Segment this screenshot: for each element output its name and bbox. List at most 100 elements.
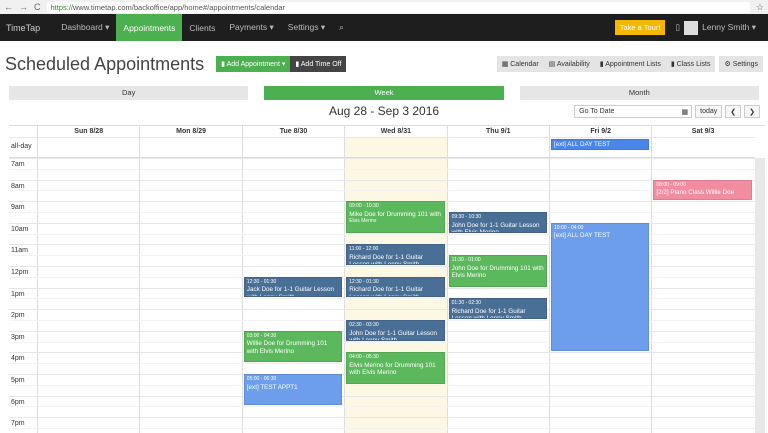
event-time: 11:30 - 01:00	[451, 257, 481, 264]
view-tab[interactable]: ▮ Appointment Lists	[594, 56, 666, 72]
half-hour-line	[9, 233, 755, 235]
nav-item[interactable]: Appointments	[116, 14, 183, 41]
calendar-event[interactable]: 02:30 - 03:30 John Doe for 1-1 Guitar Les…	[346, 320, 445, 341]
event-time: 10:00 - 04:00	[554, 224, 584, 231]
view-tab[interactable]: ▦ Calendar	[496, 56, 544, 72]
event-title: John Doe for Drumming 101 with Elvis Mer…	[451, 264, 544, 280]
calendar-event[interactable]: 10:00 - 04:00 [ext] ALL DAY TEST	[551, 222, 650, 352]
back-icon[interactable]: ←	[4, 2, 13, 12]
forward-icon[interactable]: →	[19, 2, 28, 12]
view-day[interactable]: Day	[9, 86, 249, 100]
nav-item[interactable]: Payments ▾	[229, 22, 274, 32]
event-time: 04:00 - 05:30	[349, 354, 379, 361]
prev-button[interactable]: ❮	[725, 105, 742, 118]
browser-bar: ← → C https://www.timetap.com/backoffice/a…	[0, 0, 768, 14]
calendar-event[interactable]: 11:30 - 01:00 John Doe for Drumming 101 w…	[448, 255, 547, 287]
divider	[9, 137, 755, 138]
top-nav: TimeTap Dashboard ▾ Appointments Clients Pa…	[0, 14, 768, 41]
hour-line	[9, 158, 755, 159]
day-column[interactable]	[549, 137, 651, 433]
hour-label: 10am	[11, 225, 29, 233]
day-column[interactable]	[139, 137, 241, 433]
nav-item[interactable]: Clients	[189, 22, 216, 33]
hour-label: 7am	[11, 161, 25, 168]
day-header: Tue 8/30	[241, 126, 344, 137]
day-header: Thu 9/1	[446, 126, 549, 137]
day-column[interactable]	[651, 137, 753, 433]
event-time: 02:30 - 03:30	[349, 322, 379, 328]
event-time: 05:00 - 06:30	[246, 376, 277, 382]
event-title: [2/2] Piano Class Willie Doe	[656, 189, 735, 197]
day-header: Wed 8/31	[344, 126, 446, 137]
day-column[interactable]	[241, 137, 344, 433]
event-title: Elvis Merino for Drumming 101 with Elvis…	[349, 361, 436, 377]
event-time: 12:30 - 01:30	[246, 278, 277, 285]
view-month[interactable]: Month	[519, 86, 759, 100]
day-header: Sun 8/28	[37, 126, 139, 137]
star-icon[interactable]: ☆	[755, 1, 764, 12]
hour-line	[9, 417, 755, 419]
event-title: [ext] ALL DAY TEST	[554, 141, 611, 148]
day-header: Mon 8/29	[139, 126, 241, 137]
add-appointment-button[interactable]: ▮ Add Appointment ▾	[216, 56, 291, 72]
take-tour-button[interactable]: Take a Tour!	[614, 20, 666, 35]
calendar-event[interactable]: 11:00 - 12:00 Richard Doe for 1-1 Guitar …	[346, 244, 445, 265]
hour-line	[9, 309, 755, 311]
add-time-off-button[interactable]: ▮ Add Time Off	[290, 56, 347, 72]
scrollbar[interactable]	[755, 158, 765, 433]
event-title: John Doe for 1-1 Guitar Lesson with Lenn…	[349, 329, 438, 341]
half-hour-line	[9, 341, 755, 343]
event-time: 08:00 - 09:00	[656, 181, 686, 188]
half-hour-line	[9, 406, 755, 408]
calendar-event[interactable]: 04:00 - 05:30 Elvis Merino for Drumming 1…	[346, 352, 445, 384]
calendar-event[interactable]: 12:30 - 01:30 Richard Doe for 1-1 Guitar …	[346, 276, 445, 298]
event-title: Richard Doe for 1-1 Guitar Lesson with L…	[349, 253, 424, 265]
allday-label: all-day	[11, 143, 32, 150]
event-time: 03:00 - 04:30	[246, 332, 277, 339]
half-hour-line	[9, 428, 755, 429]
hour-label: 12pm	[11, 269, 29, 276]
view-tab[interactable]: ▮ Class Lists	[665, 56, 716, 72]
hour-label: 1pm	[11, 290, 25, 298]
event-time: 01:30 - 02:30	[451, 300, 482, 307]
address-bar[interactable]: https://www.timetap.com/backoffice/app/h…	[46, 1, 750, 13]
reload-icon[interactable]: C	[34, 2, 41, 12]
today-button[interactable]: today	[695, 105, 723, 118]
hour-line	[9, 266, 755, 267]
page-title: Scheduled Appointments	[5, 53, 205, 74]
hour-label: 11am	[11, 247, 28, 255]
event-time: 09:00 - 10:30	[349, 203, 379, 210]
calendar-icon: ▦	[681, 109, 689, 116]
nav-item[interactable]: Settings ▾	[287, 22, 326, 32]
user-menu[interactable]: ▯ Lenny Smith ▾	[675, 20, 768, 35]
hour-label: 2pm	[11, 312, 25, 320]
day-column[interactable]	[446, 137, 549, 433]
event-title: Richard Doe for 1-1 Guitar Lesson with L…	[451, 307, 526, 319]
nav-item[interactable]: Dashboard ▾	[61, 22, 110, 32]
view-tab[interactable]: ▤ Availability	[543, 56, 595, 72]
calendar-event[interactable]: 01:30 - 02:30 Richard Doe for 1-1 Guitar …	[448, 298, 547, 319]
hour-label: 8am	[11, 182, 25, 190]
settings-button[interactable]: ⚙ Settings	[719, 56, 763, 72]
half-hour-line	[9, 168, 755, 170]
search-icon[interactable]: ⌕	[339, 22, 344, 32]
go-to-date-input[interactable]: Go To Date ▦	[574, 105, 693, 118]
event-title: Richard Doe for 1-1 Guitar Lesson with L…	[349, 286, 424, 298]
day-column[interactable]	[37, 137, 139, 433]
event-title: Willie Doe for Drumming 101 with Elvis M…	[246, 340, 328, 355]
event-title: Jack Doe for 1-1 Guitar Lesson with Lenn…	[246, 286, 334, 298]
event-subtitle: Elvis Merino	[349, 218, 377, 225]
hour-label: 3pm	[11, 333, 25, 341]
calendar-event[interactable]: 03:00 - 04:30 Willie Doe for Drumming 101…	[243, 330, 343, 363]
calendar-event[interactable]: 09:00 - 10:30 Mike Doe for Drumming 101 w…	[346, 201, 445, 233]
allday-event[interactable]: [ext] ALL DAY TEST	[551, 139, 650, 150]
hour-label: 5pm	[11, 377, 25, 384]
calendar-event[interactable]: 05:00 - 06:30 [ext] TEST APPT1	[243, 374, 343, 406]
calendar-event[interactable]: 09:30 - 10:30 John Doe for 1-1 Guitar Les…	[448, 212, 547, 233]
calendar-event[interactable]: 08:00 - 09:00 [2/2] Piano Class Willie Do…	[653, 179, 752, 201]
hour-label: 6pm	[11, 398, 25, 406]
next-button[interactable]: ❯	[744, 105, 760, 118]
event-title: [ext] ALL DAY TEST	[554, 232, 611, 240]
calendar-event[interactable]: 12:30 - 01:30 Jack Doe for 1-1 Guitar Les…	[243, 276, 343, 298]
view-week[interactable]: Week	[264, 86, 504, 100]
